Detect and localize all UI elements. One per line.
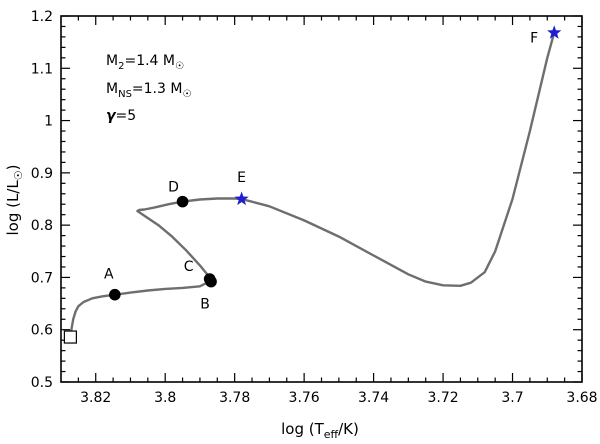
y-tick-label: 0.8 [31,218,53,234]
x-tick-labels: 3.82 3.8 3.78 3.76 3.74 3.72 3.7 3.68 [80,390,597,406]
annotation-m2: M2=1.4 M☉ [106,53,184,72]
y-tick-label: 0.9 [31,166,53,182]
point-marker-e [234,191,249,206]
point-marker-a [109,288,121,301]
x-tick-label: 3.76 [289,390,320,406]
point-marker-f [547,25,562,39]
x-tick-label: 3.82 [80,390,111,406]
point-label-a: A [104,267,114,283]
y-tick-label: 1.2 [31,9,53,25]
y-tick-labels: 0.5 0.6 0.7 0.8 0.9 1 1.1 1.2 [31,9,53,391]
y-tick-label: 0.6 [31,323,53,339]
point-label-d: D [168,180,179,196]
y-axis-label: log (L/L☉) [4,165,25,236]
annotation-gamma: γ=5 [106,108,136,124]
point-label-f: F [530,31,538,47]
annotation-mns: MNS=1.3 M☉ [106,81,191,100]
x-tick-label: 3.78 [219,390,250,406]
point-marker-d [176,195,189,208]
x-axis-label: log (Teff/K) [281,420,359,441]
point-label-e: E [237,170,246,186]
point-markers [109,25,562,301]
y-tick-label: 0.5 [31,375,53,391]
y-tick-label: 1.1 [31,61,53,77]
point-label-b: B [200,297,210,313]
x-tick-label: 3.8 [154,390,176,406]
y-tick-label: 0.7 [31,270,53,286]
start-square-marker [63,330,77,344]
point-labels: A B C D E F [104,31,538,313]
plot-frame [60,15,583,383]
x-tick-label: 3.68 [566,390,597,406]
point-label-c: C [184,259,194,275]
y-tick-label: 1 [44,114,53,130]
evolutionary-track-line [69,32,556,337]
axis-ticks [61,15,583,383]
x-tick-label: 3.74 [358,390,389,406]
x-tick-label: 3.72 [427,390,458,406]
x-tick-label: 3.7 [501,390,523,406]
point-marker-c [203,273,216,285]
parameter-annotations: M2=1.4 M☉ MNS=1.3 M☉ γ=5 [106,53,191,124]
